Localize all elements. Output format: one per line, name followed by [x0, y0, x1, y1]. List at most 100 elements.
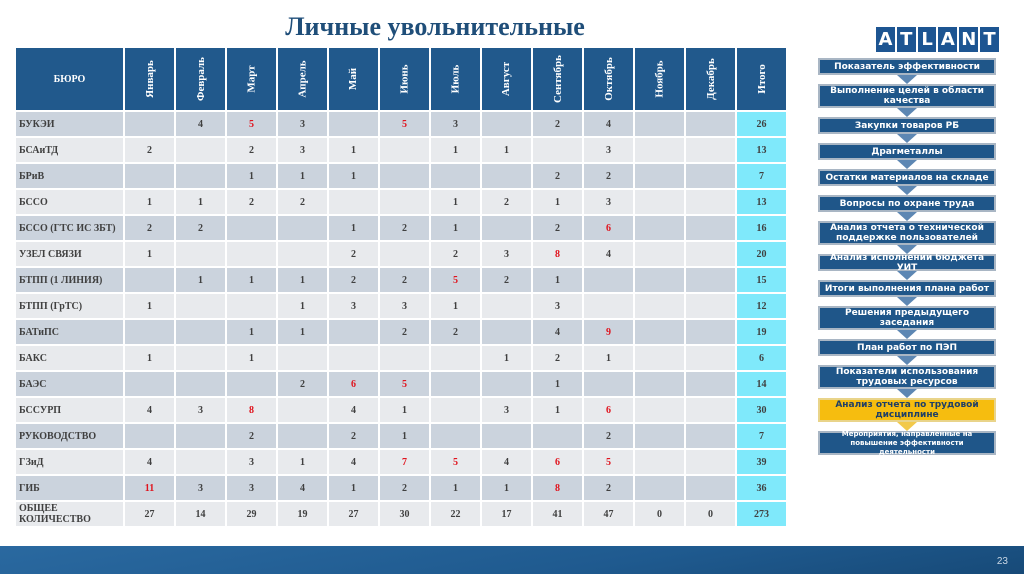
flow-step[interactable]: Анализ исполнении бюджета УИТ — [818, 253, 996, 273]
logo-letter: T — [896, 27, 916, 52]
month-value-cell — [686, 346, 735, 370]
month-value-cell: 1 — [227, 268, 276, 292]
arrow-down-icon — [897, 297, 917, 306]
month-value-cell: 5 — [227, 112, 276, 136]
column-header-label: Ноябрь — [653, 60, 666, 98]
month-value-cell: 47 — [584, 502, 633, 526]
month-value-cell: 2 — [329, 268, 378, 292]
flow-step[interactable]: Вопросы по охране труда — [818, 195, 996, 212]
month-value-cell — [125, 424, 174, 448]
month-value-cell: 2 — [176, 216, 225, 240]
flow-step[interactable]: Выполнение целей в области качества — [818, 84, 996, 108]
flow-step[interactable]: Остатки материалов на складе — [818, 169, 996, 186]
flow-step[interactable]: Анализ отчета по трудовой дисциплине — [818, 398, 996, 422]
month-value-cell: 3 — [227, 476, 276, 500]
month-value-cell — [686, 242, 735, 266]
total-cell: 30 — [737, 398, 786, 422]
month-value-cell — [380, 190, 429, 214]
month-value-cell — [686, 476, 735, 500]
month-value-cell — [686, 372, 735, 396]
arrow-down-icon — [897, 245, 917, 254]
flow-step[interactable]: Показатель эффективности — [818, 58, 996, 75]
column-header-month: Июнь — [380, 48, 429, 110]
month-value-cell — [176, 450, 225, 474]
month-value-cell: 1 — [278, 450, 327, 474]
month-value-cell: 1 — [482, 476, 531, 500]
month-value-cell — [329, 112, 378, 136]
month-value-cell — [380, 138, 429, 162]
month-value-cell: 1 — [125, 346, 174, 370]
month-value-cell: 1 — [227, 320, 276, 344]
flow-step[interactable]: Анализ отчета о технической поддержке по… — [818, 221, 996, 245]
month-value-cell: 27 — [329, 502, 378, 526]
month-value-cell: 3 — [431, 112, 480, 136]
month-value-cell: 2 — [125, 216, 174, 240]
month-value-cell: 2 — [482, 190, 531, 214]
month-value-cell — [686, 294, 735, 318]
bureau-name-cell: УЗЕЛ СВЯЗИ — [16, 242, 123, 266]
month-value-cell — [227, 242, 276, 266]
bureau-name-cell: БТПП (1 ЛИНИЯ) — [16, 268, 123, 292]
total-cell: 20 — [737, 242, 786, 266]
flow-step[interactable]: План работ по ПЭП — [818, 339, 996, 356]
month-value-cell: 1 — [380, 424, 429, 448]
table-row: БРиВ 1 1 1 2 2 7 — [16, 164, 786, 188]
total-cell: 26 — [737, 112, 786, 136]
column-header-label: Март — [245, 65, 258, 93]
month-value-cell — [482, 112, 531, 136]
arrow-down-icon — [897, 134, 917, 143]
month-value-cell — [635, 112, 684, 136]
month-value-cell: 3 — [584, 138, 633, 162]
arrow-down-icon — [897, 108, 917, 117]
month-value-cell: 2 — [227, 190, 276, 214]
logo-letter: A — [938, 27, 958, 52]
column-header-month: Март — [227, 48, 276, 110]
month-value-cell — [278, 216, 327, 240]
month-value-cell: 2 — [431, 242, 480, 266]
flow-step[interactable]: Решения предыдущего заседания — [818, 306, 996, 330]
month-value-cell: 1 — [482, 138, 531, 162]
arrow-down-icon — [897, 160, 917, 169]
month-value-cell: 2 — [329, 424, 378, 448]
flow-step[interactable]: Мероприятия, направленные на повышение э… — [818, 430, 996, 456]
month-value-cell: 3 — [227, 450, 276, 474]
month-value-cell: 7 — [380, 450, 429, 474]
month-value-cell — [533, 138, 582, 162]
month-value-cell: 1 — [176, 190, 225, 214]
month-value-cell — [686, 164, 735, 188]
column-header-label: Итого — [755, 64, 768, 94]
month-value-cell: 4 — [584, 242, 633, 266]
month-value-cell — [686, 268, 735, 292]
bureau-name-cell: БАКС — [16, 346, 123, 370]
flow-step[interactable]: Драгметаллы — [818, 143, 996, 160]
footer-bar: 23 — [0, 546, 1024, 574]
month-value-cell — [380, 164, 429, 188]
month-value-cell — [431, 346, 480, 370]
month-value-cell: 1 — [329, 164, 378, 188]
flow-step[interactable]: Итоги выполнения плана работ — [818, 280, 996, 297]
month-value-cell: 3 — [533, 294, 582, 318]
month-value-cell — [176, 138, 225, 162]
month-value-cell: 5 — [431, 450, 480, 474]
total-cell: 12 — [737, 294, 786, 318]
column-header-label: Сентябрь — [551, 55, 564, 103]
month-value-cell — [431, 398, 480, 422]
table-row: ГЗиД 4 3 1 4 7 5 4 6 5 39 — [16, 450, 786, 474]
column-header-month: Ноябрь — [635, 48, 684, 110]
column-header-label: Апрель — [296, 60, 309, 98]
flow-step[interactable]: Показатели использования трудовых ресурс… — [818, 365, 996, 389]
month-value-cell — [686, 216, 735, 240]
absence-table: БЮРО Январь Февраль Март Апрель Май Июнь Июль А… — [14, 46, 788, 528]
month-value-cell — [176, 164, 225, 188]
month-value-cell: 11 — [125, 476, 174, 500]
month-value-cell: 41 — [533, 502, 582, 526]
arrow-down-icon — [897, 75, 917, 84]
flow-step[interactable]: Закупки товаров РБ — [818, 117, 996, 134]
table-row: БАЭС 2 6 5 1 14 — [16, 372, 786, 396]
month-value-cell — [125, 320, 174, 344]
month-value-cell: 4 — [482, 450, 531, 474]
month-value-cell: 3 — [176, 398, 225, 422]
logo-letter: T — [980, 27, 999, 52]
month-value-cell — [482, 216, 531, 240]
month-value-cell — [686, 138, 735, 162]
